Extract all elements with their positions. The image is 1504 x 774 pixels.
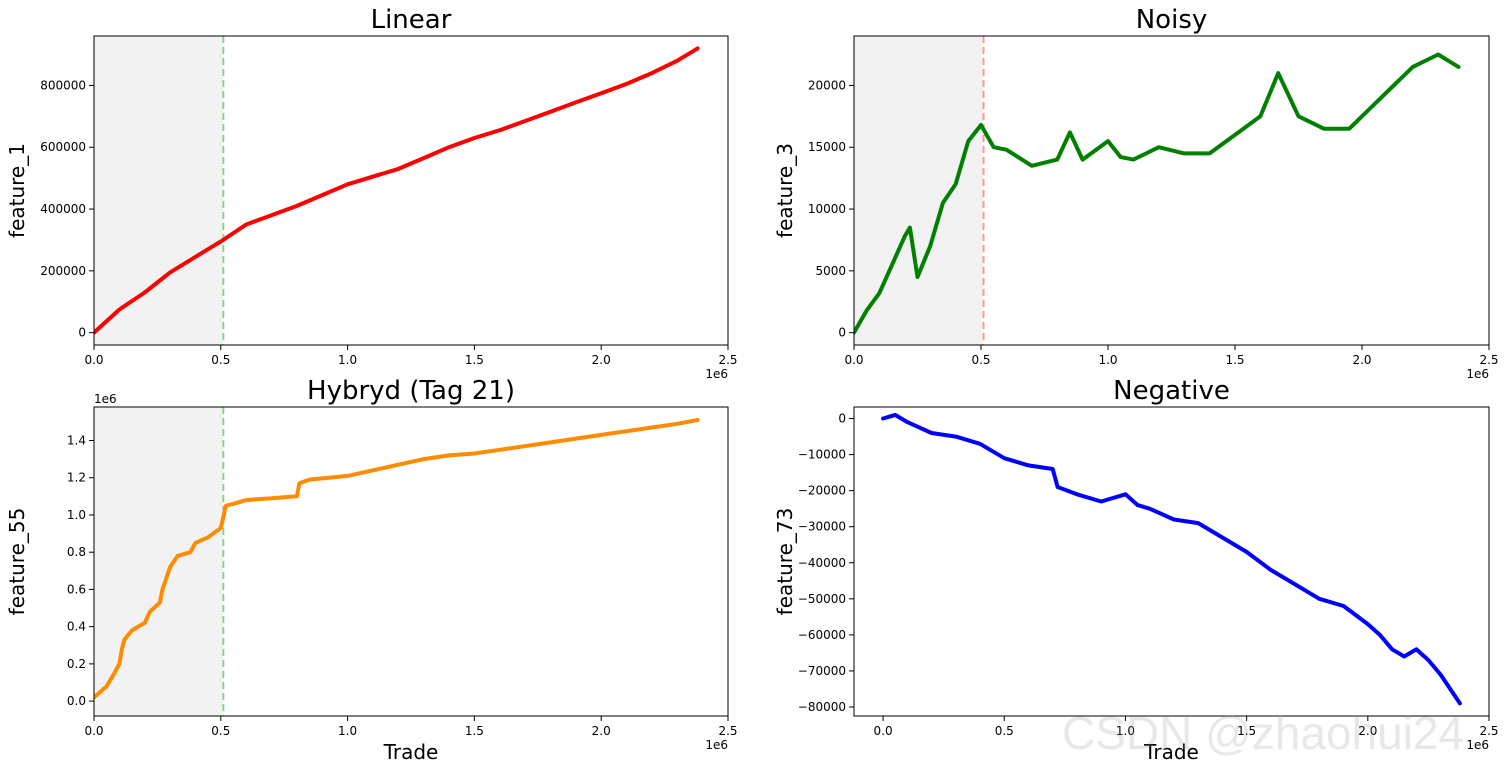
x-tick-label: 2.5 <box>1479 724 1498 738</box>
y-tick-label: 5000 <box>815 264 846 278</box>
x-tick-label: 2.5 <box>718 353 737 367</box>
y-tick-label: 0.0 <box>67 694 86 708</box>
y-axis-label: feature_1 <box>5 143 29 238</box>
y-offset-text: 1e6 <box>94 392 117 406</box>
y-tick-label: 1.4 <box>67 434 86 448</box>
x-axis-label: Trade <box>383 740 439 764</box>
y-tick-label: −40000 <box>798 556 846 570</box>
series-line <box>854 52 1461 335</box>
x-offset-text: 1e6 <box>1466 738 1489 752</box>
y-tick-label: 1.0 <box>67 508 86 522</box>
x-tick-label: 0.5 <box>971 353 990 367</box>
y-tick-label: −80000 <box>798 700 846 714</box>
plot-frame <box>93 406 729 717</box>
y-tick-label: 200000 <box>40 264 86 278</box>
y-axis-label: feature_3 <box>773 143 797 238</box>
y-axis-label: feature_55 <box>5 508 29 616</box>
x-offset-text: 1e6 <box>1466 367 1489 381</box>
plot-frame <box>93 35 729 346</box>
chart-panel-3: 0.0 0.5 1.0 1.5 2.0 2.5 0.0 0.2 0.4 0.6 0.8 1.0 1.2 1… <box>5 376 738 764</box>
y-tick-label: 0.4 <box>67 620 86 634</box>
chart-panel-2: 0.0 0.5 1.0 1.5 2.0 2.5 0 5000 10000 15000 20000 No… <box>773 5 1499 381</box>
y-tick-label: 0.2 <box>67 657 86 671</box>
x-tick-label: 0.5 <box>211 353 230 367</box>
x-tick-label: 0.5 <box>211 724 230 738</box>
y-tick-label: 0 <box>838 412 846 426</box>
y-tick-label: 800000 <box>40 78 86 92</box>
series-line <box>94 418 700 700</box>
chart-title: Negative <box>1113 376 1230 406</box>
watermark: CSDN @zhaohui24 <box>1062 707 1465 759</box>
chart-panel-4: 0.0 0.5 1.0 1.5 2.0 2.5 0 −10000 −20000 −30000 −40… <box>773 376 1499 764</box>
y-tick-label: 600000 <box>40 140 86 154</box>
x-tick-label: 1.5 <box>465 724 484 738</box>
y-tick-label: 0 <box>78 326 86 340</box>
chart-title: Linear <box>371 5 452 35</box>
series-line <box>881 412 1462 706</box>
series-line <box>94 46 700 335</box>
x-tick-label: 1.5 <box>465 353 484 367</box>
y-tick-label: 0.6 <box>67 582 86 596</box>
x-tick-label: 1.5 <box>1237 724 1256 738</box>
y-tick-label: 15000 <box>808 140 846 154</box>
x-offset-text: 1e6 <box>705 367 728 381</box>
y-tick-label: 0 <box>838 326 846 340</box>
y-tick-label: 20000 <box>808 78 846 92</box>
chart-title: Noisy <box>1136 5 1208 35</box>
x-axis-label: Trade <box>1143 740 1199 764</box>
y-tick-label: 10000 <box>808 202 846 216</box>
x-tick-label: 1.0 <box>338 724 357 738</box>
chart-panel-1: 0.0 0.5 1.0 1.5 2.0 2.5 0 200000 400000 600000 800… <box>5 5 738 381</box>
y-axis-label: feature_73 <box>773 508 797 616</box>
x-tick-label: 1.5 <box>1225 353 1244 367</box>
y-tick-label: −10000 <box>798 448 846 462</box>
shaded-region <box>94 407 224 716</box>
x-tick-label: 2.5 <box>1479 353 1498 367</box>
x-tick-label: 1.0 <box>1116 724 1135 738</box>
y-tick-label: 400000 <box>40 202 86 216</box>
x-tick-label: 2.0 <box>1352 353 1371 367</box>
y-tick-label: −50000 <box>798 592 846 606</box>
x-tick-label: 2.0 <box>592 353 611 367</box>
x-offset-text: 1e6 <box>705 738 728 752</box>
x-tick-label: 0.0 <box>84 724 103 738</box>
x-tick-label: 1.0 <box>338 353 357 367</box>
x-tick-label: 2.0 <box>1358 724 1377 738</box>
x-tick-label: 0.5 <box>995 724 1014 738</box>
y-tick-label: 0.8 <box>67 545 86 559</box>
y-tick-label: −20000 <box>798 484 846 498</box>
chart-title: Hybryd (Tag 21) <box>307 376 515 406</box>
x-tick-label: 0.0 <box>844 353 863 367</box>
x-tick-label: 0.0 <box>874 724 893 738</box>
y-tick-label: −60000 <box>798 628 846 642</box>
shaded-region <box>854 36 984 345</box>
y-tick-label: 1.2 <box>67 471 86 485</box>
x-tick-label: 2.0 <box>592 724 611 738</box>
x-tick-label: 2.5 <box>718 724 737 738</box>
plot-frame <box>853 35 1490 346</box>
x-tick-label: 0.0 <box>84 353 103 367</box>
shaded-region <box>94 36 224 345</box>
plot-frame <box>853 406 1490 717</box>
x-tick-label: 1.0 <box>1098 353 1117 367</box>
y-tick-label: −30000 <box>798 520 846 534</box>
y-tick-label: −70000 <box>798 664 846 678</box>
